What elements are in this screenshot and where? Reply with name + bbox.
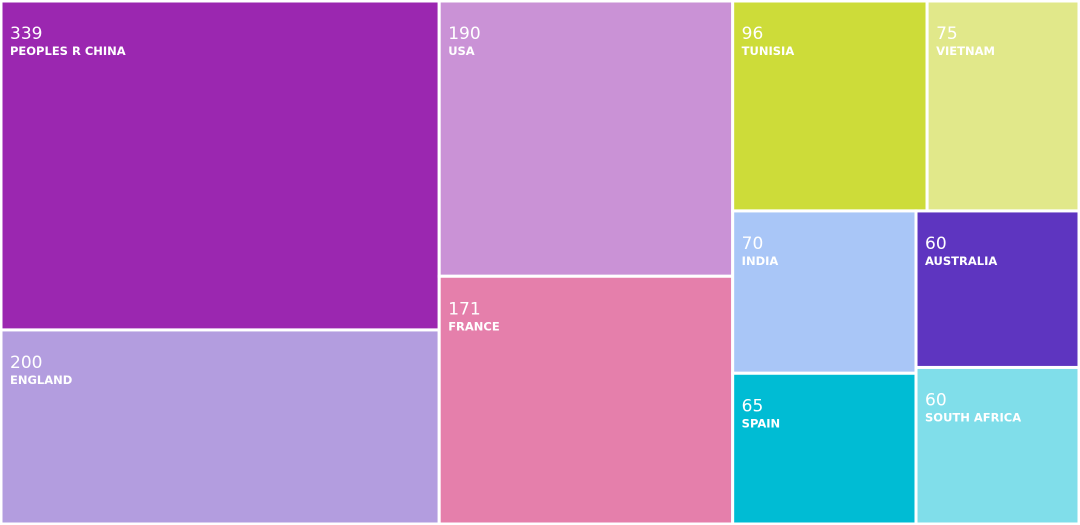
tile <box>914 365 1080 525</box>
tile <box>437 0 735 278</box>
tile-value: 171 <box>448 299 480 319</box>
tile-value: 200 <box>10 353 42 373</box>
tile-label: AUSTRALIA <box>925 254 997 268</box>
tile-value: 60 <box>925 234 947 254</box>
tile-value: 339 <box>10 24 42 44</box>
tile <box>731 371 918 525</box>
tile-value: 70 <box>742 234 764 254</box>
tile-label: PEOPLES R CHINA <box>10 44 126 58</box>
tile <box>437 274 735 525</box>
tile <box>0 0 441 332</box>
tile-label: ENGLAND <box>10 373 72 387</box>
tile <box>0 328 441 525</box>
tile-value: 60 <box>925 390 947 410</box>
tile <box>925 0 1080 213</box>
tile-value: 96 <box>742 24 764 44</box>
tile <box>731 0 929 213</box>
tile-label: SOUTH AFRICA <box>925 410 1021 424</box>
tile-label: USA <box>448 44 475 58</box>
tile-label: FRANCE <box>448 319 500 333</box>
tile-label: INDIA <box>742 254 779 268</box>
tile-value: 65 <box>742 396 764 416</box>
tile <box>914 209 1080 369</box>
tile-label: VIETNAM <box>936 44 995 58</box>
tile-label: SPAIN <box>742 416 780 430</box>
tile-value: 190 <box>448 24 480 44</box>
tile-label: TUNISIA <box>742 44 795 58</box>
tile-value: 75 <box>936 24 958 44</box>
